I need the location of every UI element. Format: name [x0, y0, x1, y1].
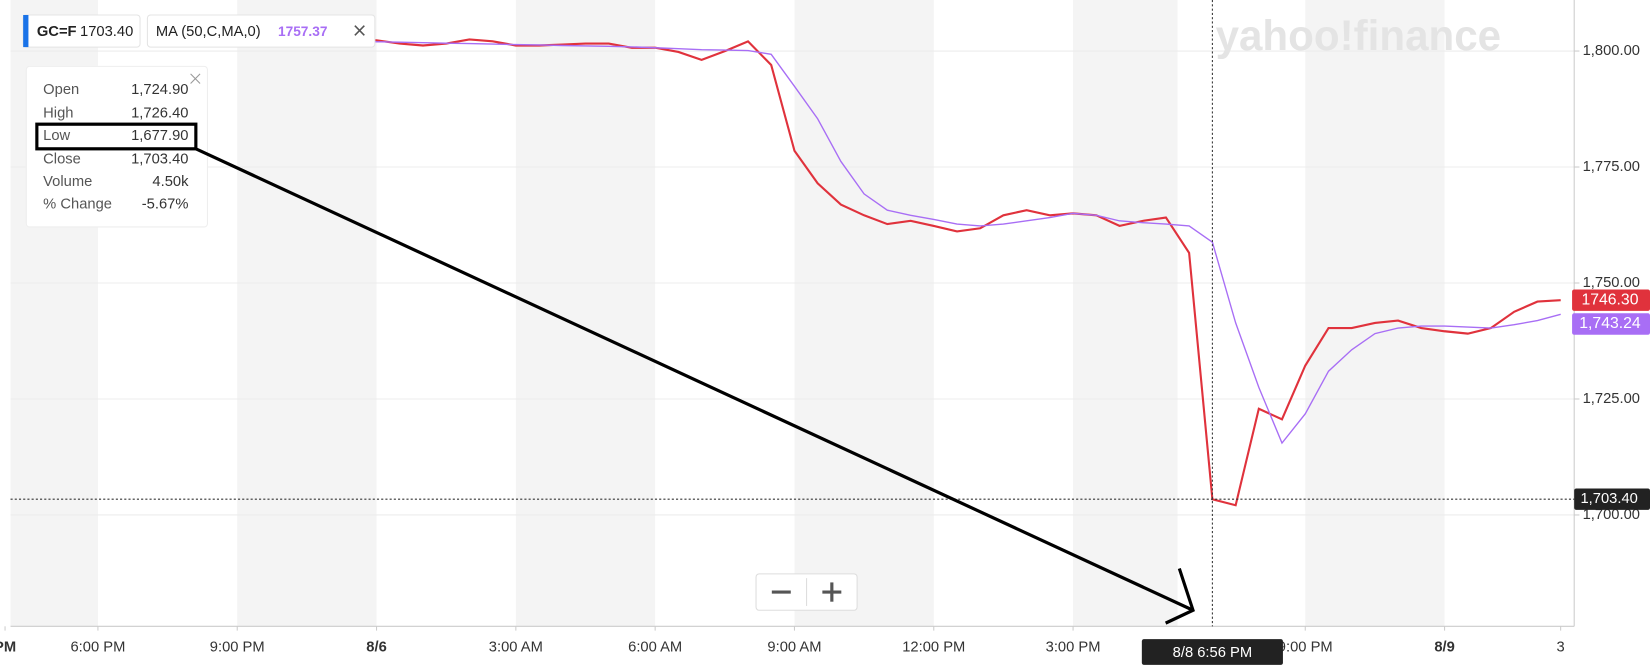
- y-tick-label: 1,725.00: [1583, 391, 1640, 407]
- y-tick-label: 1,775.00: [1583, 159, 1640, 175]
- session-band: [1305, 0, 1445, 627]
- session-bands: [10, 0, 1445, 627]
- grid: 1,700.00 1,725.00 1,750.00 1,775.00 1,800.00…: [0, 0, 1640, 656]
- tooltip-value: 1,726.40: [131, 105, 188, 121]
- tooltip-label: % Change: [43, 196, 112, 212]
- tooltip-value: -5.67%: [142, 196, 189, 212]
- legend-swatch: [23, 14, 29, 48]
- tooltip-label: Volume: [43, 174, 92, 190]
- tooltip-box: [25, 65, 208, 228]
- x-tick-label: 9:00 AM: [767, 640, 821, 656]
- session-band: [1073, 0, 1178, 627]
- legend-name: MA (50,C,MA,0): [156, 24, 261, 40]
- close-icon: [354, 25, 365, 36]
- legend-name: GC=F: [37, 24, 77, 40]
- annotation: [35, 122, 1195, 625]
- last-value-label: 1746.30: [1581, 291, 1638, 308]
- tooltip: Open 1,724.90 High 1,726.40 Low 1,677.90…: [25, 65, 208, 228]
- tooltip-label: Close: [43, 151, 81, 167]
- last-value-label: 1,743.24: [1579, 315, 1641, 332]
- series-line: [237, 36, 1561, 507]
- crosshair-x-box: [1141, 639, 1283, 665]
- session-band: [515, 0, 656, 627]
- tooltip-label: Open: [43, 82, 79, 98]
- x-tick-label: 3:00 AM: [489, 640, 543, 656]
- arrow-line: [195, 147, 1194, 612]
- last-value-box: [1572, 289, 1650, 311]
- overlay: 1,703.40 8/8 6:56 PM 1,743.24 1746.30: [10, 0, 1650, 665]
- x-tick-label: 6:00 PM: [70, 640, 125, 656]
- tooltip-close[interactable]: [190, 73, 201, 84]
- tooltip-value: 1,703.40: [131, 151, 188, 167]
- x-tick-label: 6:00 AM: [628, 640, 682, 656]
- x-tick-label: 3: [1557, 640, 1565, 656]
- tooltip-label: Low: [43, 128, 70, 144]
- x-tick-label: PM: [0, 640, 16, 656]
- crosshair-y-box: [1574, 488, 1650, 510]
- y-tick-label: 1,800.00: [1583, 43, 1640, 59]
- x-tick-label: 9:00 PM: [210, 640, 265, 656]
- tooltip-value: 1,724.90: [131, 82, 188, 98]
- series-line: [237, 40, 1561, 445]
- legend-close[interactable]: [354, 25, 365, 36]
- y-tick-label: 1,700.00: [1583, 507, 1640, 523]
- zoom-controls: [755, 573, 858, 611]
- watermark: yahoo!finance: [1216, 12, 1501, 59]
- series-lines: [237, 36, 1561, 507]
- legend-value: 1757.37: [278, 24, 328, 39]
- y-tick-label: 1,750.00: [1583, 275, 1640, 291]
- legend-item[interactable]: [146, 14, 376, 48]
- highlight-box: [35, 122, 198, 151]
- tooltip-value: 1,677.90: [131, 128, 188, 144]
- crosshair-y-label: 1,703.40: [1581, 491, 1638, 507]
- x-tick-label: 8/9: [1434, 640, 1454, 656]
- last-value-box: [1572, 313, 1650, 335]
- session-band: [794, 0, 934, 627]
- legend-value: 1703.40: [80, 24, 133, 40]
- crosshair-x-label: 8/8 6:56 PM: [1173, 645, 1252, 661]
- x-tick-label: 3:00 PM: [1046, 640, 1101, 656]
- legend: GC=F 1703.40 MA (50,C,MA,0) 1757.37: [22, 14, 376, 48]
- x-tick-label: 9:00 PM: [1278, 640, 1333, 656]
- arrow-head: [1164, 567, 1195, 625]
- x-tick-label: 12:00 PM: [902, 640, 965, 656]
- session-band: [237, 0, 377, 627]
- close-icon: [190, 73, 201, 84]
- tooltip-label: High: [43, 105, 73, 121]
- tooltip-value: 4.50k: [152, 174, 189, 190]
- x-tick-label: 8/6: [366, 640, 386, 656]
